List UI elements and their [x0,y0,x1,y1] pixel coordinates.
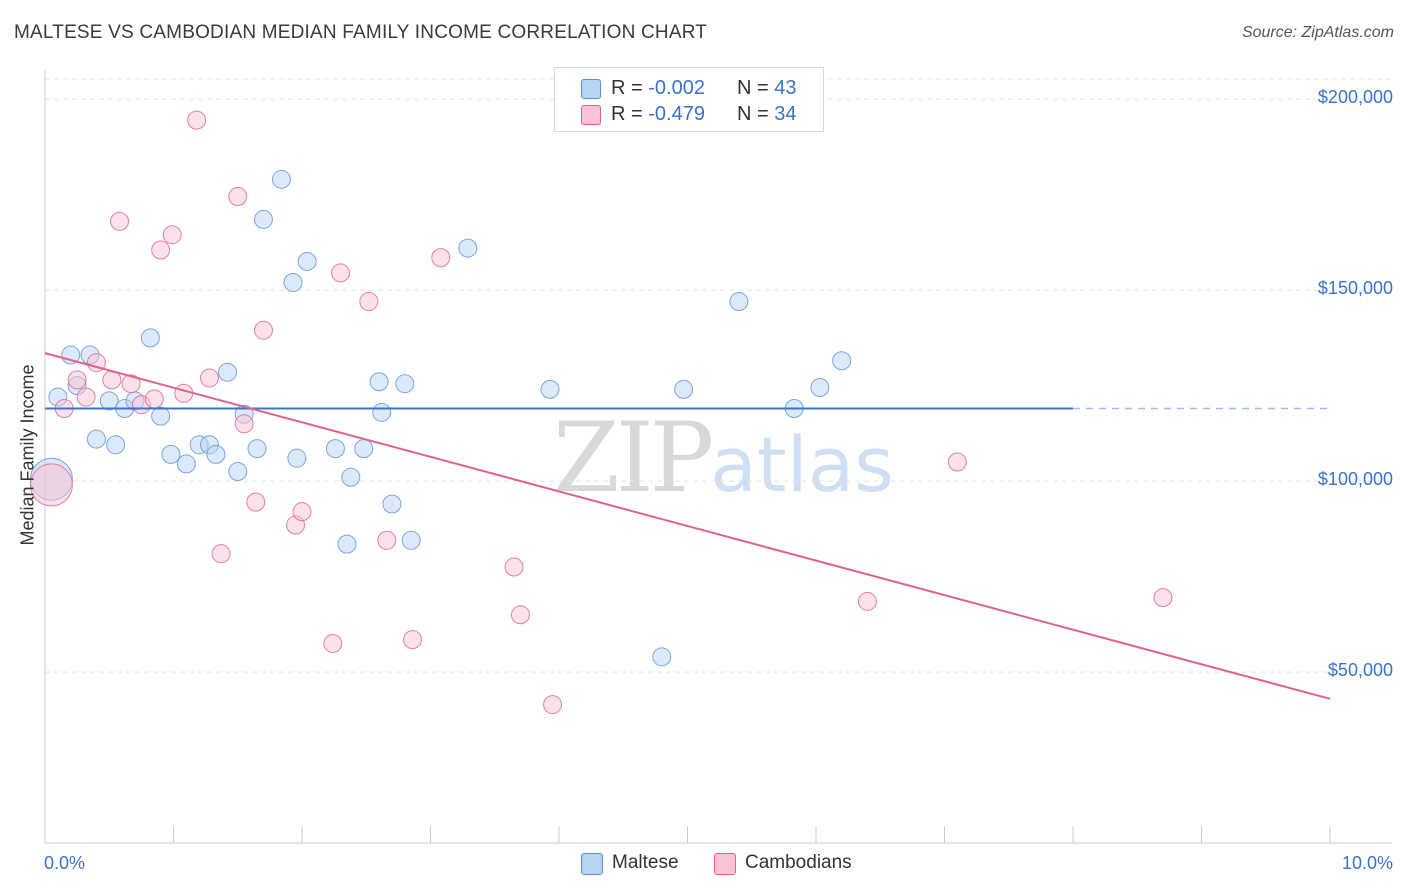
point-cambodians-15 [211,544,231,564]
y-tick-label-50000: $50,000 [1327,660,1393,680]
point-cambodians-25 [377,530,397,550]
legend-n: N = 43 [737,77,797,99]
point-cambodians-19 [253,320,273,340]
point-cambodians-12 [174,383,194,403]
point-cambodians-30 [543,695,563,715]
point-maltese-18 [228,462,248,482]
point-cambodians-22 [323,633,343,653]
point-cambodians-18 [246,492,266,512]
correlation-legend: R = -0.002 N = 43 R = -0.479 N = 34 [554,67,824,132]
point-maltese-22 [271,169,291,189]
point-maltese-30 [369,372,389,392]
point-maltese-29 [354,439,374,459]
point-maltese-7 [106,435,126,455]
point-cambodians-26 [403,630,423,650]
legend-swatch-maltese [581,79,601,99]
point-maltese-16 [206,444,226,464]
legend-n: N = 34 [737,103,797,125]
point-maltese-25 [297,251,317,271]
point-cambodians-33 [1153,588,1173,608]
point-cambodians-32 [947,452,967,472]
point-maltese-24 [287,448,307,468]
point-maltese-10 [140,328,160,348]
point-cambodians-16 [228,187,248,207]
watermark: ZIPatlas [553,402,894,514]
point-maltese-34 [401,530,421,550]
point-cambodians-28 [504,557,524,577]
watermark-atlas: atlas [710,420,894,509]
point-maltese-35 [458,238,478,258]
trendline-cambodians [44,352,1331,700]
point-maltese-13 [176,454,196,474]
legend-r: R = -0.002 [611,77,705,99]
point-maltese-11 [151,406,171,426]
point-maltese-33 [395,374,415,394]
bottom-legend-label: Maltese [612,852,679,873]
point-cambodians-11 [162,225,182,245]
legend-swatch-cambodians [581,105,601,125]
point-cambodians-24 [359,292,379,312]
point-maltese-36 [540,379,560,399]
bottom-legend-swatch-cambodians [714,853,736,875]
point-maltese-17 [217,362,237,382]
point-maltese-27 [337,534,357,554]
y-axis-title: Median Family Income [17,364,38,546]
point-cambodians-14 [199,368,219,388]
point-cambodians-7 [121,374,141,394]
point-maltese-21 [253,209,273,229]
point-maltese-32 [382,494,402,514]
point-cambodians-29 [510,605,530,625]
point-cambodians-6 [110,211,130,231]
point-maltese-5 [86,429,106,449]
point-maltese-39 [729,292,749,312]
y-tick-label-100000: $100,000 [1317,469,1393,489]
bottom-legend-swatch-maltese [581,853,603,875]
point-cambodians-17 [234,414,254,434]
point-maltese-37 [652,647,672,667]
x-tick-label-end: 10.0% [1341,853,1393,873]
point-cambodians-13 [187,110,207,130]
point-cambodians-10 [151,240,171,260]
point-maltese-38 [674,379,694,399]
point-maltese-20 [247,439,267,459]
point-maltese-12 [161,444,181,464]
point-cambodians-21 [292,502,312,522]
legend-r: R = -0.479 [611,103,705,125]
point-maltese-42 [832,351,852,371]
watermark-zip: ZIP [553,402,714,514]
chart-title: MALTESE VS CAMBODIAN MEDIAN FAMILY INCOM… [14,22,708,43]
x-tick-label-start: 0.0% [44,853,86,873]
point-maltese-31 [372,402,392,422]
y-tick-label-200000: $200,000 [1317,87,1393,107]
point-cambodians-2 [67,370,87,390]
point-maltese-23 [283,272,303,292]
point-maltese-28 [341,467,361,487]
bottom-legend-label: Cambodians [745,852,852,873]
point-cambodians-31 [857,591,877,611]
point-cambodians-0 [29,463,73,507]
point-cambodians-3 [76,387,96,407]
y-tick-label-150000: $150,000 [1317,278,1393,298]
point-maltese-41 [810,378,830,398]
point-cambodians-27 [431,248,451,268]
point-cambodians-9 [144,389,164,409]
point-maltese-6 [99,391,119,411]
point-cambodians-23 [331,263,351,283]
point-maltese-26 [325,439,345,459]
source-label: Source: ZipAtlas.com [1241,24,1394,41]
